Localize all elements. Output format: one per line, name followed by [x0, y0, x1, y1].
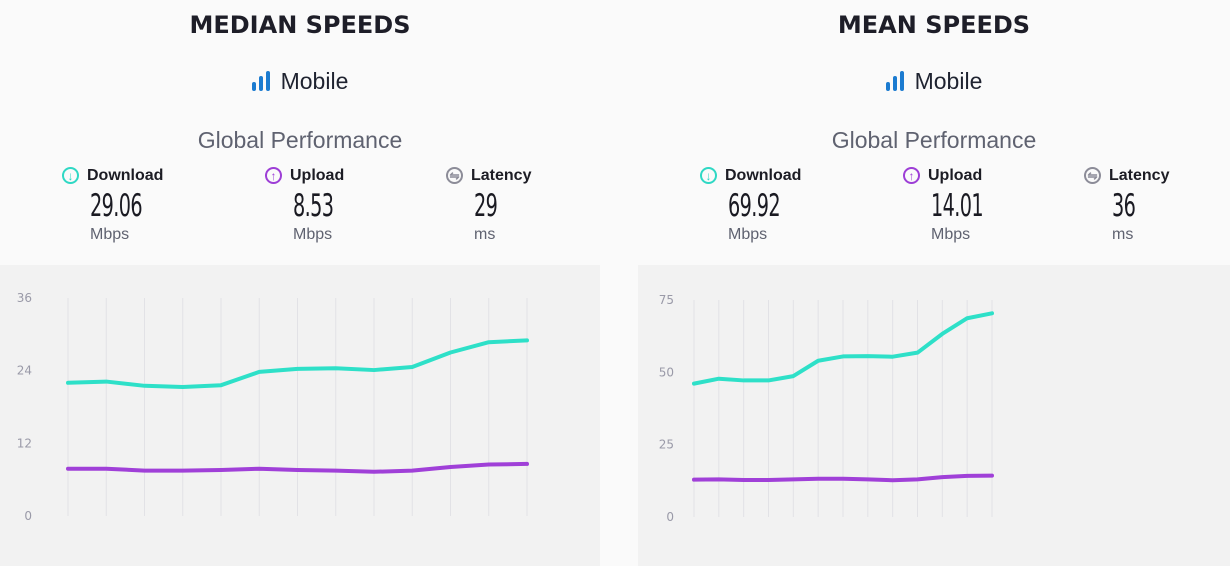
y-tick-label: 50 — [659, 365, 674, 379]
metric-download: ↓ Download 69.92 Mbps — [700, 166, 812, 244]
y-tick-label: 36 — [17, 291, 32, 305]
metric-unit: Mbps — [728, 226, 768, 243]
metric-label: Download — [725, 167, 802, 184]
mobile-label: Mobile — [638, 67, 1230, 95]
y-tick-label: 0 — [666, 510, 674, 524]
y-tick-label: 0 — [24, 509, 32, 523]
latency-arrows-icon: ⇋ — [446, 167, 463, 184]
mobile-label: Mobile — [0, 67, 600, 95]
metric-value: 14.01 — [931, 188, 984, 224]
y-tick-label: 25 — [659, 438, 674, 452]
download-arrow-icon: ↓ — [700, 167, 717, 184]
global-performance-heading: Global Performance — [197, 127, 403, 153]
upload-arrow-icon: ↑ — [265, 167, 282, 184]
metric-label: Download — [87, 167, 164, 184]
line-chart: 0 25 50 75 — [659, 293, 994, 524]
metric-latency: ⇋ Latency 36 ms — [1084, 166, 1169, 244]
metric-unit: Mbps — [90, 226, 130, 243]
metric-unit: ms — [1112, 226, 1134, 243]
mobile-text: Mobile — [280, 68, 349, 94]
metric-upload: ↑ Upload 8.53 Mbps — [265, 166, 358, 244]
metric-unit: Mbps — [293, 226, 333, 243]
panel-title: MEAN SPEEDS — [837, 11, 1031, 39]
y-tick-label: 75 — [659, 293, 674, 307]
metric-download: ↓ Download 29.06 Mbps — [62, 166, 174, 244]
metric-value: 8.53 — [293, 188, 334, 224]
chart-background — [638, 265, 1230, 566]
signal-bars-icon — [885, 71, 906, 91]
metric-latency: ⇋ Latency 29 ms — [446, 166, 531, 244]
upload-arrow-icon: ↑ — [903, 167, 920, 184]
mean-speeds-panel: MEAN SPEEDS Mobile Global Performance ↓ Down… — [638, 0, 1230, 566]
metric-label: Latency — [1109, 167, 1170, 184]
download-arrow-icon: ↓ — [62, 167, 79, 184]
panel-title: MEDIAN SPEEDS — [189, 11, 411, 39]
metric-label: Latency — [471, 167, 532, 184]
metric-value: 29 — [474, 188, 498, 224]
metric-value: 36 — [1112, 188, 1136, 224]
signal-bars-icon — [251, 71, 272, 91]
latency-arrows-icon: ⇋ — [1084, 167, 1101, 184]
metric-unit: ms — [474, 226, 496, 243]
line-chart: 0 12 24 36 — [17, 291, 529, 523]
metric-unit: Mbps — [931, 226, 971, 243]
metric-value: 29.06 — [90, 188, 143, 224]
mobile-text: Mobile — [914, 68, 983, 94]
chart-background — [0, 265, 600, 566]
y-tick-label: 24 — [17, 364, 32, 378]
global-performance-heading: Global Performance — [831, 127, 1037, 153]
metric-upload: ↑ Upload 14.01 Mbps — [903, 166, 1015, 244]
metric-label: Upload — [290, 167, 345, 184]
metric-label: Upload — [928, 167, 983, 184]
y-tick-label: 12 — [17, 436, 32, 450]
median-speeds-panel: MEDIAN SPEEDS Mobile Global Performance ↓ Do… — [0, 0, 600, 566]
metric-value: 69.92 — [728, 188, 781, 224]
